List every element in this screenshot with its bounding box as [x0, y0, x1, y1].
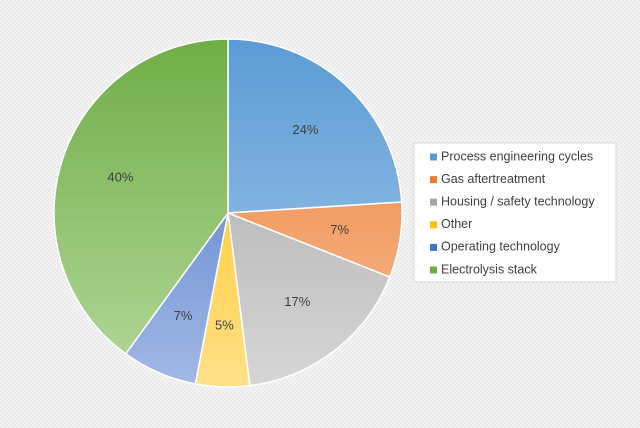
pie-data-labels: 24% 7% 17% 5% 7% 40% — [107, 122, 349, 332]
data-label-housing-safety-technology: 17% — [284, 294, 310, 309]
legend-swatch-operating-technology — [430, 243, 437, 251]
pie-slices — [53, 38, 403, 388]
data-label-operating-technology: 7% — [174, 308, 193, 323]
legend-label-process-engineering-cycles: Process engineering cycles — [441, 149, 593, 163]
legend-swatch-housing-safety-technology — [430, 198, 437, 206]
legend-label-gas-aftertreatment: Gas aftertreatment — [441, 172, 546, 186]
data-label-gas-aftertreatment: 7% — [330, 222, 349, 237]
data-label-other: 5% — [215, 317, 234, 332]
legend-box — [413, 142, 617, 283]
legend: Process engineering cycles Gas aftertreat… — [413, 142, 617, 283]
legend-swatch-other — [430, 221, 437, 229]
legend-label-housing-safety-technology: Housing / safety technology — [441, 194, 595, 208]
legend-label-other: Other — [441, 217, 472, 231]
data-label-electrolysis-stack: 40% — [107, 169, 133, 184]
pie-slice-electrolysis-stack — [53, 38, 229, 355]
legend-label-electrolysis-stack: Electrolysis stack — [441, 262, 538, 276]
data-label-process-engineering-cycles: 24% — [292, 122, 318, 137]
pie-slice-housing-safety-technology — [227, 211, 391, 387]
legend-swatch-process-engineering-cycles — [430, 153, 437, 161]
pie-slice-process-engineering-cycles — [227, 38, 403, 214]
legend-label-operating-technology: Operating technology — [441, 240, 561, 254]
legend-swatch-gas-aftertreatment — [430, 176, 437, 184]
legend-swatch-electrolysis-stack — [430, 266, 437, 274]
